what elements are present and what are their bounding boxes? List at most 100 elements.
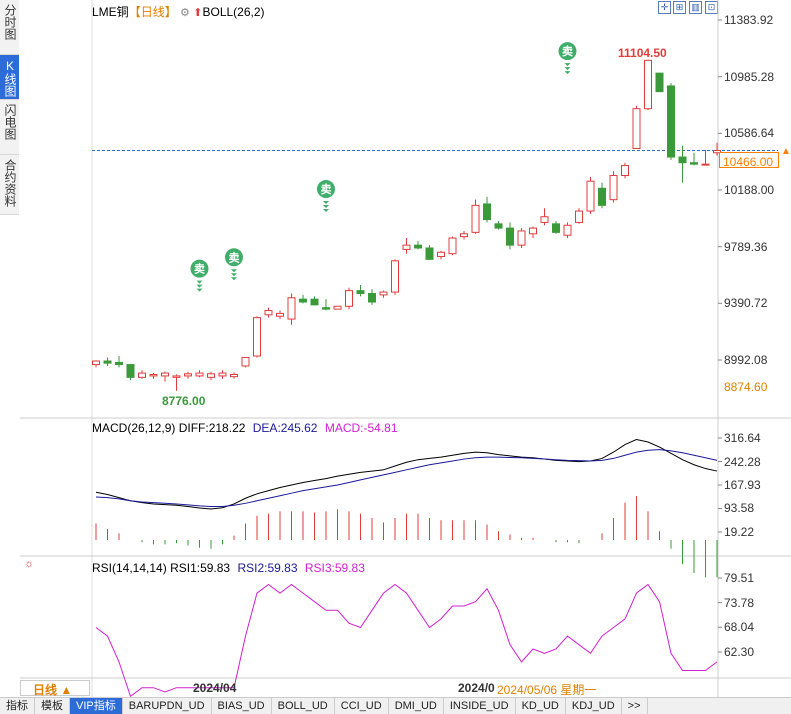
- bottom-tab-5[interactable]: BOLL_UD: [272, 698, 335, 714]
- candle-body: [241, 356, 250, 367]
- side-tab-2[interactable]: 闪电图: [0, 100, 19, 155]
- sell-marker-arrow: [231, 269, 237, 273]
- macd-axis-label: 242.28: [724, 454, 761, 469]
- candle-body: [161, 372, 169, 377]
- bottom-tab-2[interactable]: VIP指标: [70, 698, 123, 714]
- indicator-label[interactable]: BOLL(26,2): [202, 5, 265, 19]
- candle-body: [471, 204, 480, 233]
- candle-body: [437, 251, 445, 258]
- candle-body: [563, 224, 572, 236]
- rsi-3: RSI3:59.83: [304, 561, 365, 575]
- bottom-tab-8[interactable]: INSIDE_UD: [444, 698, 516, 714]
- sell-marker-arrow: [564, 71, 571, 75]
- candle-body: [276, 312, 284, 317]
- candle-body: [414, 244, 422, 249]
- candle-body: [322, 307, 330, 310]
- rsi-header: RSI(14,14,14) RSI1:59.83 RSI2:59.83 RSI3…: [92, 561, 365, 575]
- rsi-axis-label: 62.30: [724, 645, 755, 659]
- bottom-tab-4[interactable]: BIAS_UD: [212, 698, 272, 714]
- bottom-tab-0[interactable]: 指标: [0, 698, 35, 714]
- price-axis-label: 10985.28: [724, 69, 775, 84]
- side-tab-3[interactable]: 合约资料: [0, 155, 19, 215]
- candle-body: [644, 59, 652, 110]
- candle-body: [483, 203, 491, 221]
- sell-marker-label: 卖: [194, 262, 205, 276]
- price-axis-label: 8992.08: [724, 353, 768, 367]
- bottom-tab-7[interactable]: DMI_UD: [389, 698, 444, 714]
- sun-icon[interactable]: ☼: [24, 558, 35, 570]
- candle-body: [540, 216, 549, 223]
- time-label-2: 2024/0: [458, 681, 495, 695]
- candle-body: [287, 297, 296, 320]
- candle-body: [356, 290, 365, 294]
- side-tab-0[interactable]: 分时图: [0, 0, 19, 55]
- candle-body: [92, 360, 100, 366]
- rsi-line: [95, 583, 718, 697]
- candle-body: [701, 163, 710, 166]
- low-price-label: 8776.00: [162, 394, 206, 408]
- low-axis-label: 8874.60: [724, 380, 768, 394]
- candle-body: [609, 175, 618, 201]
- candle-body: [552, 223, 560, 233]
- bottom-tab-11[interactable]: >>: [622, 698, 648, 714]
- candle-body: [425, 247, 434, 260]
- period-label[interactable]: 【日线】: [128, 5, 177, 19]
- crosshair-icon[interactable]: ✛: [658, 1, 671, 14]
- candle-body: [402, 244, 411, 250]
- macd-header: MACD(26,12,9) DIFF:218.22 DEA:245.62 MAC…: [92, 421, 398, 435]
- period-button[interactable]: 日线 ▲: [20, 680, 90, 697]
- bottom-tab-6[interactable]: CCI_UD: [335, 698, 389, 714]
- sell-marker-arrow: [323, 205, 329, 209]
- candle-body: [586, 180, 595, 212]
- sell-marker-arrow: [323, 209, 329, 213]
- sell-marker-arrow: [323, 201, 329, 205]
- time-label-1: 2024/04: [193, 681, 237, 695]
- sell-marker-arrow: [231, 277, 237, 281]
- rsi-2: RSI2:59.83: [237, 561, 298, 575]
- rsi-1: RSI1:59.83: [170, 561, 231, 575]
- sell-marker: [190, 259, 209, 278]
- bottom-tab-9[interactable]: KD_UD: [516, 698, 566, 714]
- candle-body: [678, 156, 687, 164]
- symbol-name: LME铜: [92, 5, 129, 19]
- sell-marker: [317, 180, 335, 199]
- indicator-tab-bar: 指标 模板 VIP指标 BARUPDN_UD BIAS_UD BOLL_UD CCI_UD D…: [0, 697, 791, 714]
- candle-body: [172, 375, 181, 378]
- sell-marker: [558, 42, 577, 61]
- macd-value: MACD:-54.81: [324, 421, 398, 435]
- sell-marker-arrow: [196, 288, 203, 292]
- chart-mode-icon[interactable]: ▥: [689, 1, 702, 14]
- candle-body: [310, 298, 319, 306]
- sell-marker-arrow: [564, 63, 571, 67]
- candle-body: [667, 85, 675, 158]
- price-axis-label: 9789.36: [724, 239, 768, 254]
- candle-body: [632, 108, 641, 149]
- candle-body: [368, 292, 376, 303]
- price-axis-label: 10586.64: [724, 126, 775, 141]
- cursor-date: 2024/05/06 星期一: [497, 683, 597, 697]
- candle-body: [517, 230, 526, 246]
- candle-body: [149, 374, 158, 377]
- sell-marker-arrow: [196, 280, 203, 284]
- sell-marker-arrow: [196, 284, 203, 288]
- rsi-title: RSI(14,14,14): [92, 561, 167, 575]
- bottom-tab-3[interactable]: BARUPDN_UD: [123, 698, 212, 714]
- candle-body: [713, 149, 721, 154]
- sell-marker-arrow: [564, 67, 571, 71]
- candle-body: [230, 374, 238, 378]
- candle-body: [333, 305, 342, 310]
- bottom-tab-10[interactable]: KDJ_UD: [566, 698, 622, 714]
- side-tab-1[interactable]: K线图: [0, 55, 19, 100]
- macd-axis-label: 93.58: [724, 501, 755, 516]
- period-button-label: 日线 ▲: [33, 683, 73, 697]
- price-axis-label: 11383.92: [724, 13, 774, 27]
- candle-body: [448, 237, 457, 255]
- settings-icon[interactable]: ⚙: [180, 7, 190, 19]
- rsi-axis-label: 68.04: [724, 620, 755, 635]
- zoom-in-icon[interactable]: ⊞: [673, 1, 686, 14]
- candle-body: [494, 223, 503, 229]
- bottom-tab-1[interactable]: 模板: [35, 698, 70, 714]
- candle-body: [253, 317, 261, 357]
